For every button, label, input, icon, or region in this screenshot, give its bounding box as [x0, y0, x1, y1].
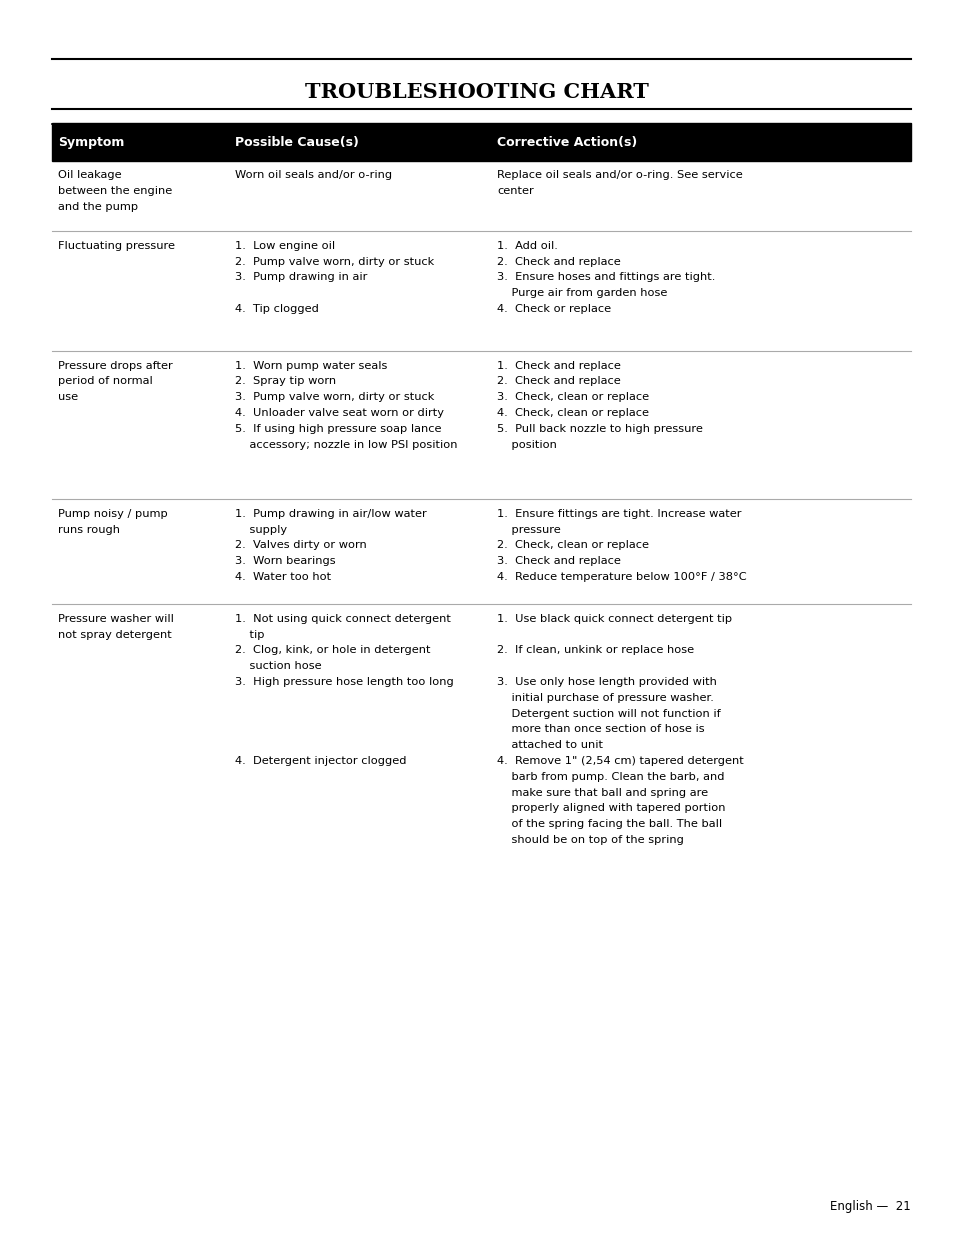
Text: Oil leakage: Oil leakage	[58, 170, 122, 180]
Text: 3.  Pump valve worn, dirty or stuck: 3. Pump valve worn, dirty or stuck	[234, 393, 434, 403]
Text: Pressure drops after: Pressure drops after	[58, 361, 172, 370]
Text: 1.  Pump drawing in air/low water: 1. Pump drawing in air/low water	[234, 509, 426, 519]
Text: 1.  Low engine oil: 1. Low engine oil	[234, 241, 335, 251]
Text: Fluctuating pressure: Fluctuating pressure	[58, 241, 175, 251]
Text: properly aligned with tapered portion: properly aligned with tapered portion	[497, 804, 725, 814]
Text: period of normal: period of normal	[58, 377, 152, 387]
Text: supply: supply	[234, 525, 287, 535]
Text: 1.  Check and replace: 1. Check and replace	[497, 361, 620, 370]
Text: 2.  Check and replace: 2. Check and replace	[497, 377, 620, 387]
Text: suction hose: suction hose	[234, 661, 321, 671]
Text: 3.  Worn bearings: 3. Worn bearings	[234, 556, 335, 566]
Text: 1.  Add oil.: 1. Add oil.	[497, 241, 558, 251]
Text: 5.  If using high pressure soap lance: 5. If using high pressure soap lance	[234, 424, 440, 433]
Text: tip: tip	[234, 630, 264, 640]
Text: 4.  Tip clogged: 4. Tip clogged	[234, 304, 318, 314]
Text: Possible Cause(s): Possible Cause(s)	[234, 136, 358, 148]
Text: position: position	[497, 440, 557, 450]
Text: Pressure washer will: Pressure washer will	[58, 614, 173, 624]
Text: not spray detergent: not spray detergent	[58, 630, 172, 640]
Text: 4.  Water too hot: 4. Water too hot	[234, 572, 331, 582]
Text: 3.  Ensure hoses and fittings are tight.: 3. Ensure hoses and fittings are tight.	[497, 273, 715, 283]
Text: 3.  Check and replace: 3. Check and replace	[497, 556, 620, 566]
Text: 1.  Not using quick connect detergent: 1. Not using quick connect detergent	[234, 614, 450, 624]
Text: Worn oil seals and/or o-ring: Worn oil seals and/or o-ring	[234, 170, 392, 180]
Text: 4.  Reduce temperature below 100°F / 38°C: 4. Reduce temperature below 100°F / 38°C	[497, 572, 746, 582]
Text: 2.  Valves dirty or worn: 2. Valves dirty or worn	[234, 541, 366, 551]
Text: attached to unit: attached to unit	[497, 740, 602, 750]
Text: 4.  Check or replace: 4. Check or replace	[497, 304, 611, 314]
Text: between the engine: between the engine	[58, 186, 172, 196]
Text: pressure: pressure	[497, 525, 560, 535]
Text: runs rough: runs rough	[58, 525, 120, 535]
Text: use: use	[58, 393, 78, 403]
Text: 3.  Use only hose length provided with: 3. Use only hose length provided with	[497, 677, 716, 687]
Text: Replace oil seals and/or o-ring. See service: Replace oil seals and/or o-ring. See ser…	[497, 170, 742, 180]
Text: 1.  Worn pump water seals: 1. Worn pump water seals	[234, 361, 387, 370]
Text: Corrective Action(s): Corrective Action(s)	[497, 136, 637, 148]
Text: 4.  Unloader valve seat worn or dirty: 4. Unloader valve seat worn or dirty	[234, 408, 443, 417]
Text: and the pump: and the pump	[58, 203, 138, 212]
Text: 4.  Remove 1" (2,54 cm) tapered detergent: 4. Remove 1" (2,54 cm) tapered detergent	[497, 756, 743, 766]
Text: should be on top of the spring: should be on top of the spring	[497, 835, 683, 845]
Text: TROUBLESHOOTING CHART: TROUBLESHOOTING CHART	[305, 82, 648, 101]
Text: 2.  Spray tip worn: 2. Spray tip worn	[234, 377, 335, 387]
Text: 2.  If clean, unkink or replace hose: 2. If clean, unkink or replace hose	[497, 646, 694, 656]
Text: 2.  Pump valve worn, dirty or stuck: 2. Pump valve worn, dirty or stuck	[234, 257, 434, 267]
Text: 3.  Pump drawing in air: 3. Pump drawing in air	[234, 273, 367, 283]
Text: barb from pump. Clean the barb, and: barb from pump. Clean the barb, and	[497, 772, 723, 782]
Text: initial purchase of pressure washer.: initial purchase of pressure washer.	[497, 693, 713, 703]
Text: center: center	[497, 186, 534, 196]
Text: 3.  Check, clean or replace: 3. Check, clean or replace	[497, 393, 648, 403]
Text: make sure that ball and spring are: make sure that ball and spring are	[497, 788, 707, 798]
Text: more than once section of hose is: more than once section of hose is	[497, 725, 704, 735]
Text: 4.  Detergent injector clogged: 4. Detergent injector clogged	[234, 756, 406, 766]
Text: 2.  Clog, kink, or hole in detergent: 2. Clog, kink, or hole in detergent	[234, 646, 430, 656]
Text: 1.  Use black quick connect detergent tip: 1. Use black quick connect detergent tip	[497, 614, 731, 624]
Text: Symptom: Symptom	[58, 136, 125, 148]
Text: Pump noisy / pump: Pump noisy / pump	[58, 509, 168, 519]
Text: accessory; nozzle in low PSI position: accessory; nozzle in low PSI position	[234, 440, 456, 450]
Text: 2.  Check and replace: 2. Check and replace	[497, 257, 620, 267]
Text: English —  21: English — 21	[829, 1199, 910, 1213]
Text: 2.  Check, clean or replace: 2. Check, clean or replace	[497, 541, 648, 551]
Text: 1.  Ensure fittings are tight. Increase water: 1. Ensure fittings are tight. Increase w…	[497, 509, 740, 519]
Text: Purge air from garden hose: Purge air from garden hose	[497, 288, 667, 298]
Text: 5.  Pull back nozzle to high pressure: 5. Pull back nozzle to high pressure	[497, 424, 702, 433]
Text: 4.  Check, clean or replace: 4. Check, clean or replace	[497, 408, 648, 417]
Text: of the spring facing the ball. The ball: of the spring facing the ball. The ball	[497, 819, 721, 829]
Bar	[52, 124, 910, 161]
Text: 3.  High pressure hose length too long: 3. High pressure hose length too long	[234, 677, 453, 687]
Text: Detergent suction will not function if: Detergent suction will not function if	[497, 709, 720, 719]
